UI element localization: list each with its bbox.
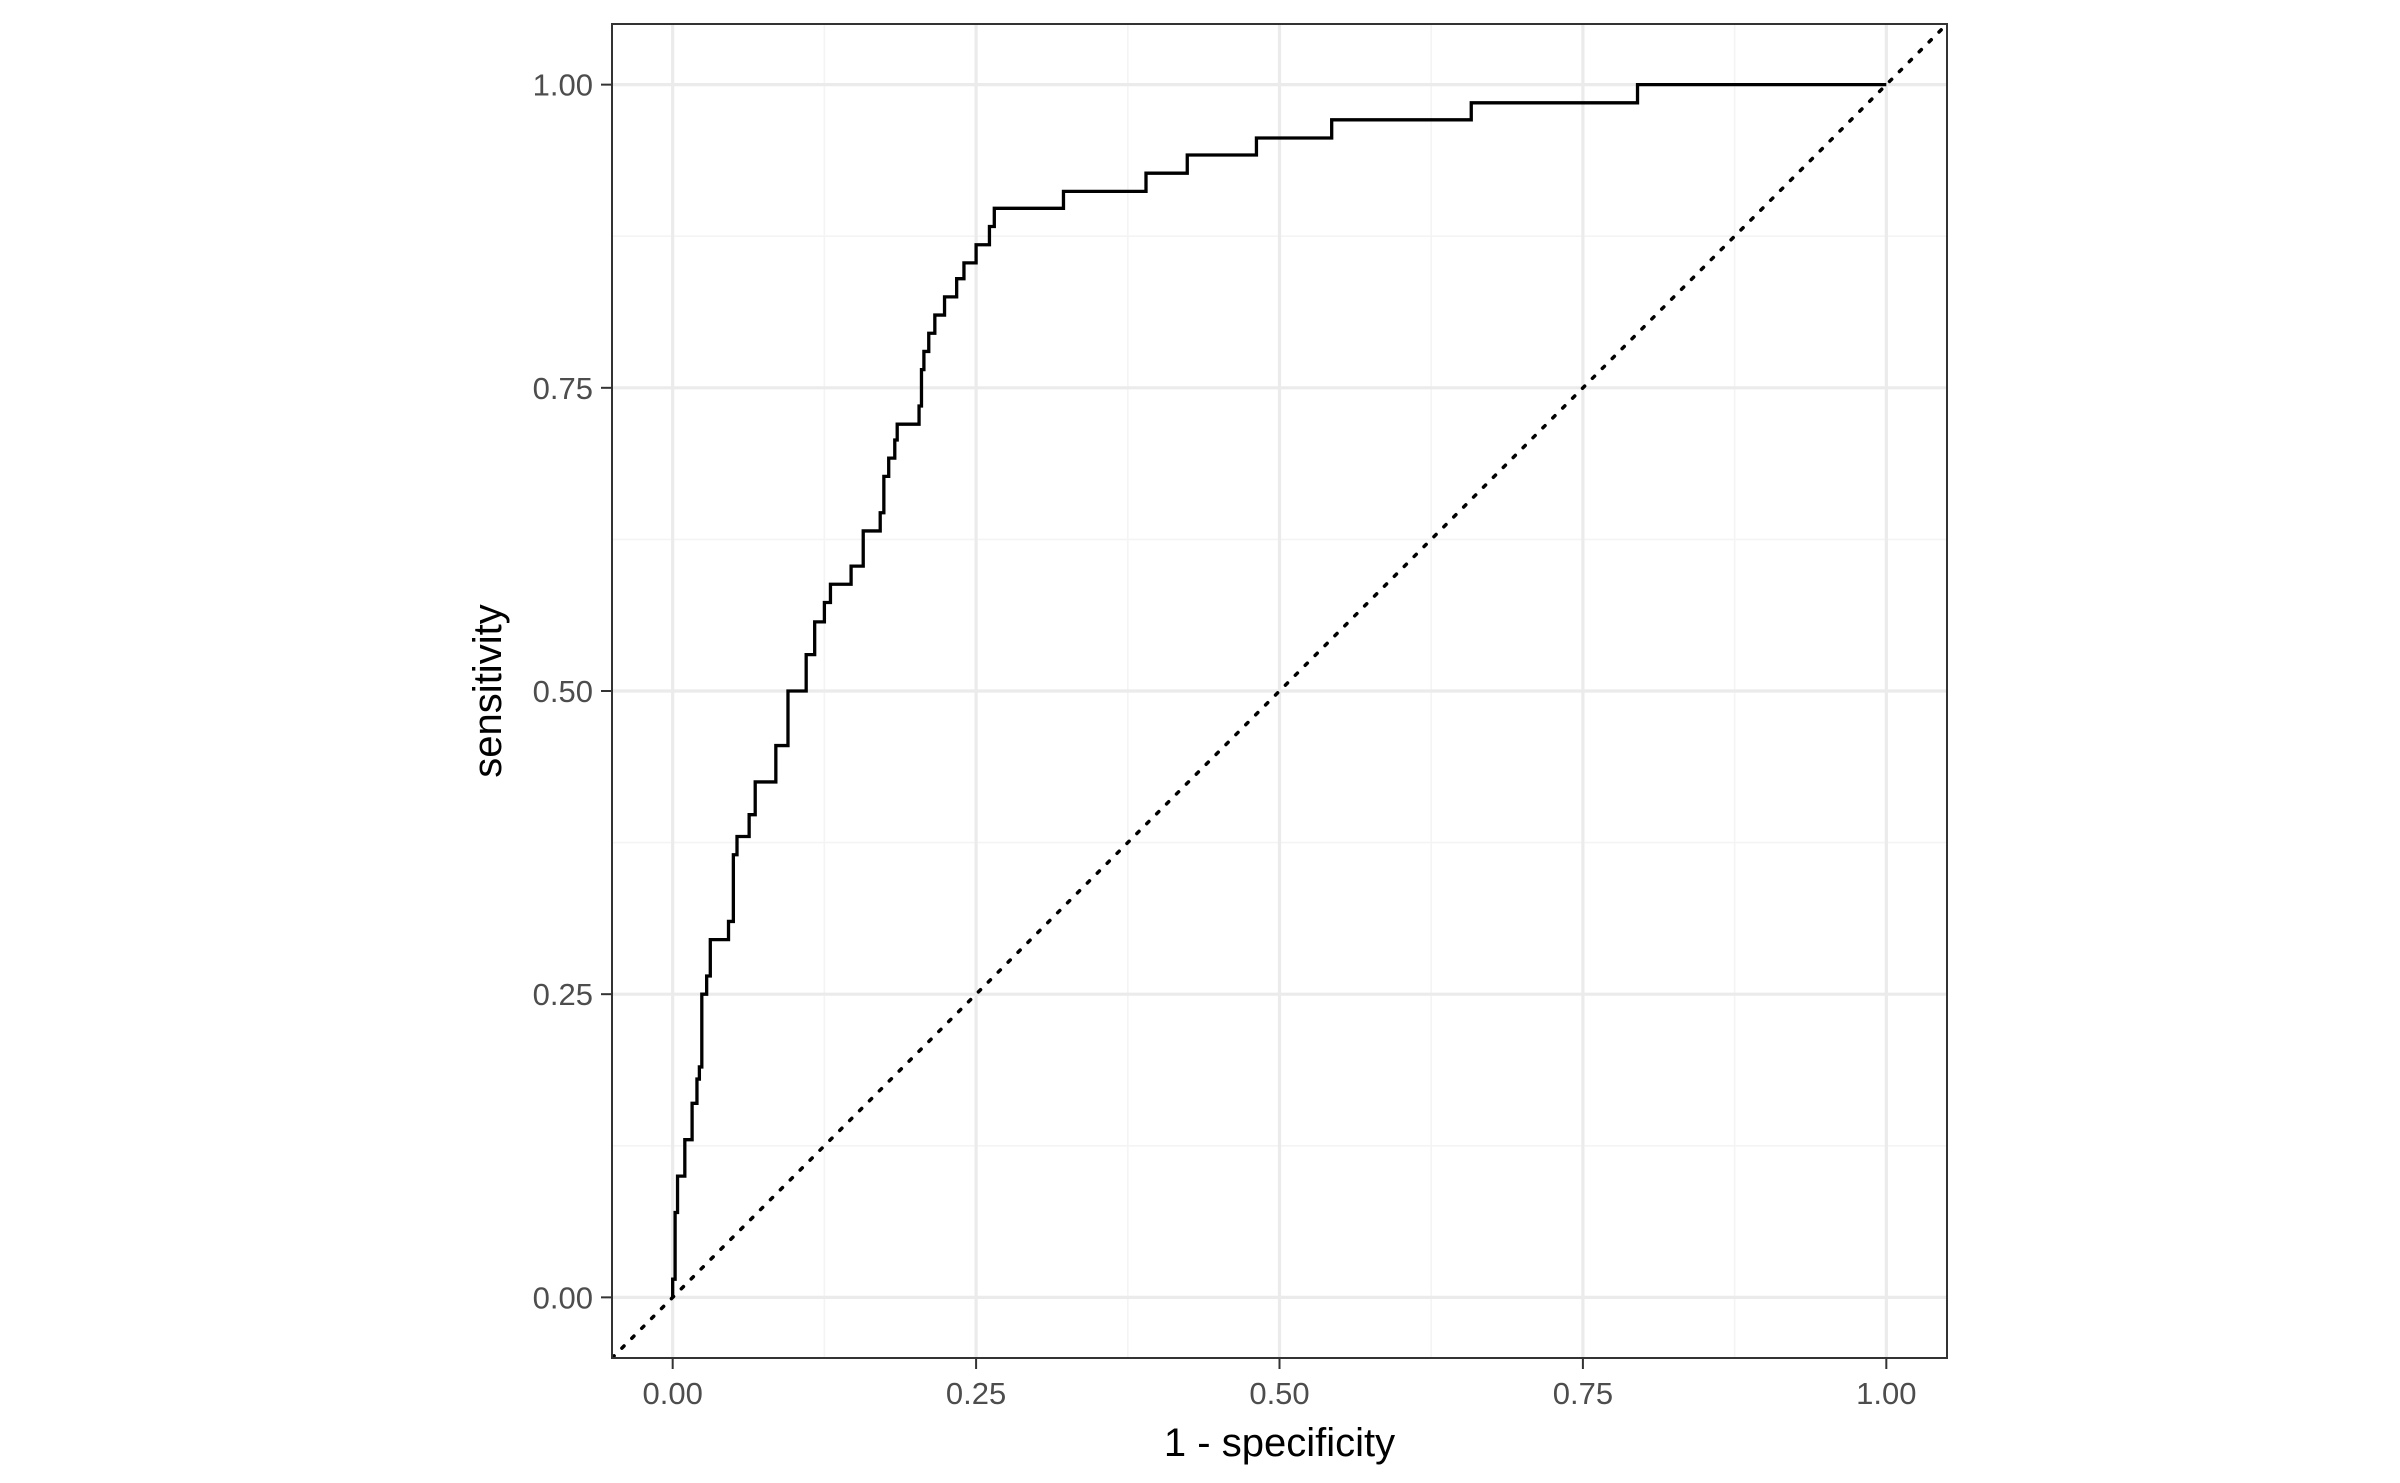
plot-series [612, 24, 1947, 1358]
y-tick-label: 0.75 [533, 371, 593, 406]
grid-lines [612, 24, 1947, 1358]
y-tick-label: 0.00 [533, 1280, 593, 1315]
x-tick-label: 1.00 [1856, 1376, 1916, 1411]
x-tick-label: 0.25 [946, 1376, 1006, 1411]
y-tick-label: 1.00 [533, 68, 593, 103]
x-axis-title: 1 - specificity [1164, 1421, 1395, 1465]
roc-curve-line [671, 82, 1887, 1298]
y-tick-label: 0.50 [533, 674, 593, 709]
x-tick-label: 0.00 [643, 1376, 703, 1411]
x-tick-label: 0.75 [1553, 1376, 1613, 1411]
x-tick-label: 0.50 [1249, 1376, 1309, 1411]
axis-ticks: 0.00 0.25 0.50 0.75 1.00 0.00 0.25 0.50 0.75 1.00 [533, 68, 1917, 1411]
reference-diagonal-line [612, 24, 1947, 1358]
y-tick-label: 0.25 [533, 977, 593, 1012]
y-axis-title: sensitivity [466, 604, 510, 777]
